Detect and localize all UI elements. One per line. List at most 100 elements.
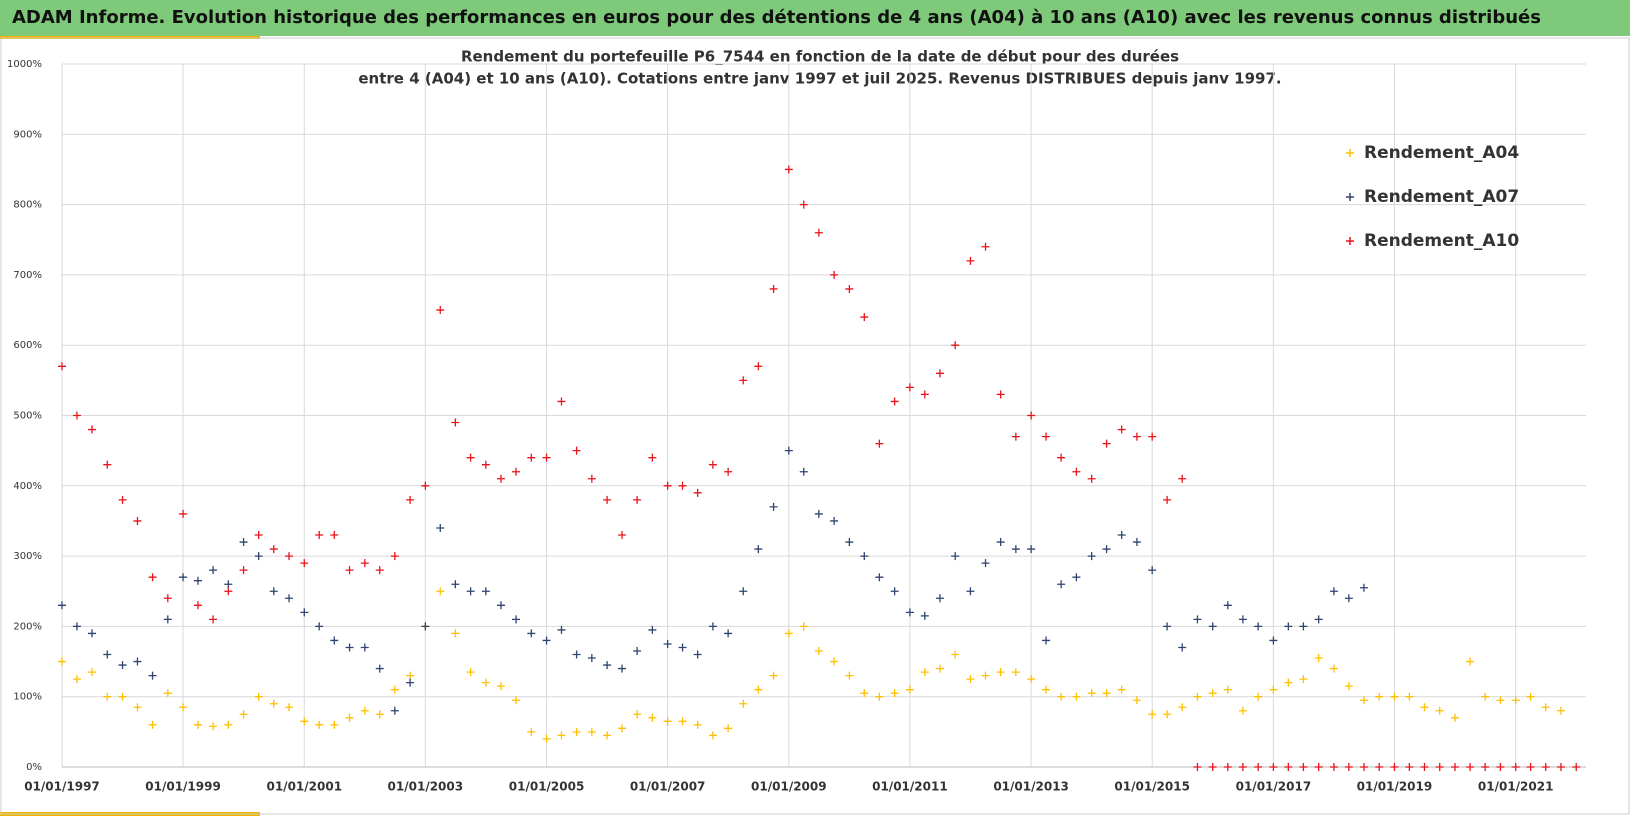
data-point: [966, 675, 975, 684]
data-point: [1359, 763, 1368, 771]
x-tick-label: 01/01/2003: [388, 780, 464, 794]
data-point: [996, 390, 1005, 399]
legend-label: Rendement_A04: [1364, 143, 1519, 163]
data-point: [1193, 615, 1202, 624]
data-point: [905, 383, 914, 392]
data-point: [1481, 692, 1490, 701]
data-point: [1208, 689, 1217, 698]
x-tick-label: 01/01/2005: [509, 780, 585, 794]
data-point: [300, 559, 309, 568]
data-point: [193, 576, 202, 585]
data-point: [148, 720, 157, 729]
data-point: [542, 453, 551, 462]
data-point: [224, 587, 233, 596]
data-point: [814, 228, 823, 237]
data-point: [830, 516, 839, 525]
data-point: [345, 713, 354, 722]
data-point: [1042, 432, 1051, 441]
data-point: [300, 717, 309, 726]
data-point: [1481, 763, 1490, 771]
legend-label: Rendement_A07: [1364, 187, 1519, 207]
data-point: [1223, 601, 1232, 610]
data-point: [542, 636, 551, 645]
data-point: [769, 671, 778, 680]
x-tick-label: 01/01/1999: [145, 780, 221, 794]
data-point: [784, 629, 793, 638]
data-point: [451, 629, 460, 638]
data-point: [118, 495, 127, 504]
data-point: [436, 306, 445, 315]
x-tick-label: 01/01/2001: [266, 780, 342, 794]
data-point: [88, 668, 97, 677]
data-point: [1102, 439, 1111, 448]
data-point: [769, 502, 778, 511]
data-point: [406, 671, 415, 680]
data-point: [163, 615, 172, 624]
x-tick-label: 01/01/2017: [1236, 780, 1312, 794]
data-point: [1466, 763, 1475, 771]
data-point: [285, 552, 294, 561]
data-point: [1496, 763, 1505, 771]
data-point: [1027, 675, 1036, 684]
data-point: [1359, 583, 1368, 592]
data-point: [845, 671, 854, 680]
data-point: [1314, 763, 1323, 771]
data-point: [633, 495, 642, 504]
y-tick-label: 300%: [13, 551, 42, 562]
data-point: [254, 552, 263, 561]
data-point: [648, 453, 657, 462]
data-point: [890, 689, 899, 698]
x-tick-label: 01/01/1997: [24, 780, 100, 794]
data-point: [1375, 763, 1384, 771]
data-point: [285, 594, 294, 603]
data-point: [769, 284, 778, 293]
data-point: [224, 720, 233, 729]
data-point: [133, 657, 142, 666]
data-point: [1072, 467, 1081, 476]
data-point: [163, 689, 172, 698]
data-point: [799, 622, 808, 631]
frame: [0, 37, 1630, 815]
data-point: [133, 516, 142, 525]
data-point: [1511, 763, 1520, 771]
data-point: [375, 566, 384, 575]
data-point: [693, 720, 702, 729]
data-point: [1193, 763, 1202, 771]
data-point: [481, 460, 490, 469]
legend-marker: [1346, 193, 1354, 201]
y-tick-label: 900%: [13, 129, 42, 140]
data-point: [527, 727, 536, 736]
data-point: [814, 509, 823, 518]
data-point: [618, 664, 627, 673]
data-point: [1390, 763, 1399, 771]
data-point: [708, 460, 717, 469]
data-point: [996, 538, 1005, 547]
data-point: [966, 256, 975, 265]
chart-title: Rendement du portefeuille P6_7544 en fon…: [461, 48, 1179, 66]
data-point: [1011, 668, 1020, 677]
data-point: [1420, 703, 1429, 712]
data-point: [1117, 531, 1126, 540]
data-point: [72, 675, 81, 684]
x-tick-label: 01/01/2007: [630, 780, 706, 794]
x-tick-label: 01/01/2013: [993, 780, 1069, 794]
data-point: [935, 369, 944, 378]
data-point: [481, 678, 490, 687]
data-point: [981, 242, 990, 251]
data-point: [360, 559, 369, 568]
data-point: [663, 717, 672, 726]
data-point: [830, 657, 839, 666]
data-point: [875, 573, 884, 582]
data-point: [1329, 587, 1338, 596]
data-point: [890, 587, 899, 596]
x-tick-label: 01/01/2015: [1114, 780, 1190, 794]
y-tick-label: 700%: [13, 270, 42, 281]
data-point: [345, 566, 354, 575]
data-point: [920, 611, 929, 620]
data-point: [512, 696, 521, 705]
data-point: [603, 731, 612, 740]
data-point: [951, 341, 960, 350]
data-point: [118, 661, 127, 670]
data-point: [58, 362, 66, 371]
data-point: [315, 622, 324, 631]
